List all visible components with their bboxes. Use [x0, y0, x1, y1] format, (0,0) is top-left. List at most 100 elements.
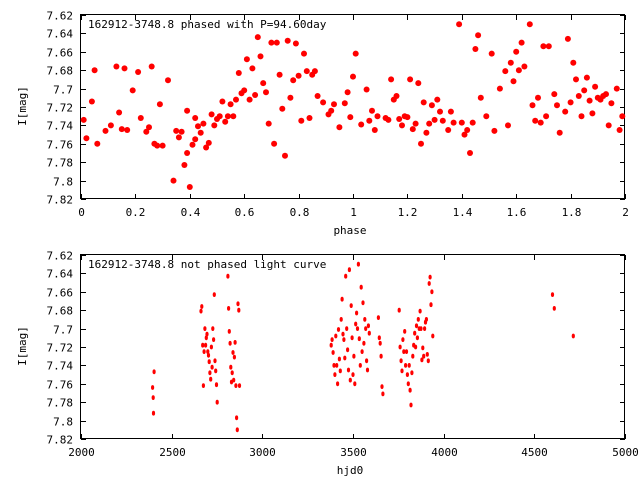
unphased-plot-frame — [80, 254, 625, 439]
data-point — [407, 76, 414, 83]
data-point — [235, 427, 239, 433]
unphased-x-tick-label: 2500 — [159, 446, 186, 459]
data-point — [173, 127, 180, 134]
data-point — [284, 37, 291, 44]
data-point — [232, 377, 236, 383]
data-point — [329, 342, 333, 348]
data-point — [491, 127, 498, 134]
data-point — [207, 359, 211, 365]
data-point — [175, 134, 182, 141]
data-point — [231, 350, 235, 355]
data-point — [273, 39, 280, 46]
data-point — [477, 94, 484, 101]
unphased-y-tick-label: 7.72 — [47, 342, 74, 355]
unphased-x-tick-label: 5000 — [612, 446, 639, 459]
data-point — [202, 349, 206, 354]
data-point — [363, 317, 367, 322]
data-point — [488, 50, 495, 57]
data-point — [143, 128, 150, 135]
data-point — [124, 127, 131, 133]
data-point — [342, 337, 346, 342]
data-point — [341, 100, 348, 107]
data-point — [496, 85, 503, 92]
data-point — [355, 310, 359, 316]
data-point — [529, 102, 536, 109]
data-point — [362, 340, 366, 346]
data-point — [232, 354, 236, 360]
data-point — [545, 43, 552, 50]
data-point — [426, 120, 433, 127]
data-point — [396, 116, 403, 122]
unphased-x-tick-label: 2000 — [68, 446, 95, 459]
data-point — [360, 349, 364, 354]
data-point — [282, 152, 288, 159]
data-point — [204, 335, 208, 341]
data-point — [467, 150, 473, 156]
data-point — [206, 352, 211, 358]
data-point — [246, 96, 253, 103]
data-point — [450, 119, 457, 126]
data-point — [418, 140, 424, 147]
data-point — [229, 364, 233, 370]
data-point — [211, 122, 218, 129]
data-point — [203, 144, 210, 151]
phased-x-tick-label: 1.6 — [507, 206, 527, 219]
data-point — [235, 415, 239, 421]
data-point — [199, 308, 203, 314]
data-point — [213, 358, 217, 364]
data-point — [189, 141, 196, 148]
data-point — [210, 364, 214, 370]
data-point — [222, 118, 229, 125]
data-point — [331, 350, 335, 355]
data-point — [365, 358, 369, 364]
data-point — [260, 80, 267, 87]
data-point — [515, 67, 522, 74]
data-point — [414, 344, 418, 350]
data-point — [431, 333, 435, 339]
data-point — [415, 335, 419, 341]
data-point — [341, 331, 345, 337]
data-point — [369, 107, 375, 114]
data-point — [214, 368, 218, 374]
data-point — [338, 368, 342, 374]
data-point — [332, 363, 336, 368]
data-point — [107, 122, 114, 129]
data-point — [429, 302, 433, 308]
data-point — [344, 273, 348, 279]
phased-panel: 162912-3748.8 phased with P=94.60day pha… — [16, 10, 629, 238]
data-point — [447, 108, 454, 115]
data-point — [129, 87, 136, 94]
data-point — [421, 345, 425, 351]
data-point — [366, 117, 373, 124]
phased-x-tick-label: 2 — [622, 206, 629, 219]
data-point — [603, 91, 609, 98]
data-point — [408, 387, 412, 393]
data-point — [354, 321, 358, 327]
data-point — [303, 68, 310, 75]
data-point — [570, 59, 577, 66]
data-point — [414, 323, 419, 329]
data-point — [215, 399, 219, 405]
data-point — [237, 383, 242, 388]
data-point — [423, 326, 427, 331]
phased-y-tick-label: 7.72 — [47, 102, 74, 115]
data-point — [405, 372, 409, 377]
data-point — [364, 326, 368, 331]
data-point — [556, 129, 563, 136]
data-point — [233, 340, 237, 345]
data-point — [345, 326, 349, 331]
phased-y-tick-label: 7.62 — [47, 10, 74, 23]
data-point — [343, 355, 347, 361]
data-point — [252, 92, 259, 98]
phased-data-points — [80, 21, 626, 190]
data-point — [344, 89, 351, 96]
data-point — [472, 46, 479, 52]
data-point — [349, 303, 353, 308]
data-point — [359, 284, 363, 290]
data-point — [437, 108, 443, 115]
data-point — [200, 304, 204, 309]
data-point — [209, 344, 213, 350]
data-point — [374, 113, 381, 120]
data-point — [430, 289, 434, 295]
